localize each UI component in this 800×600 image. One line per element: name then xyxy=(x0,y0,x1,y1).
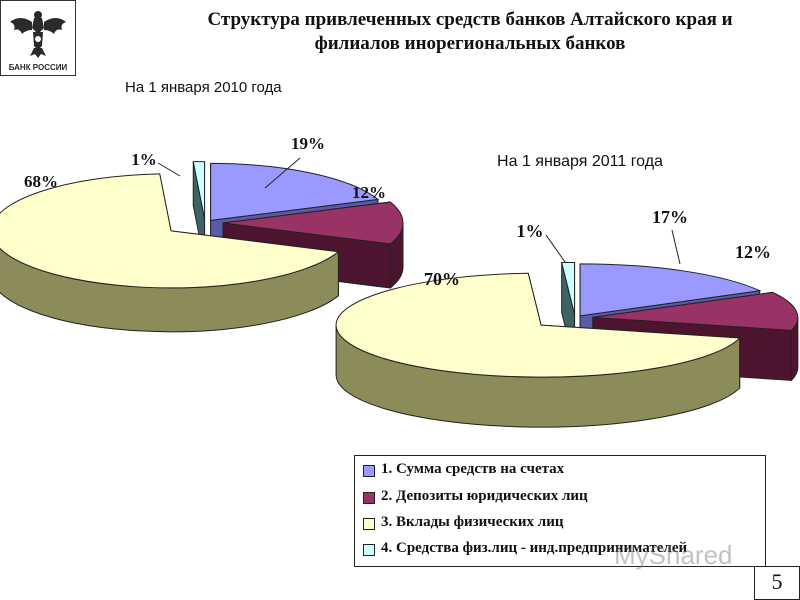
slide-title-line-2: филиалов инорегиональных банков xyxy=(314,33,626,54)
chart-legend: 1. Сумма средств на счетах 2. Депозиты ю… xyxy=(354,455,766,567)
data-label-individual-deposits: 68% xyxy=(24,172,58,191)
pie-chart-2010: На 1 января 2010 года 19% 12% 68% 1% xyxy=(0,79,404,333)
data-label-entrepreneurs: 1% xyxy=(517,221,544,241)
legend-label-entrepreneurs: 4. Средства физ.лиц - инд.предпринимател… xyxy=(381,540,688,556)
data-label-entrepreneurs: 1% xyxy=(131,150,157,169)
legend-swatch-accounts xyxy=(363,465,375,477)
legend-label-legal-deposits: 2. Депозиты юридических лиц xyxy=(381,488,588,504)
legend-swatch-legal-deposits xyxy=(363,492,375,504)
logo-text: БАНК РОССИИ xyxy=(9,63,68,72)
chart-title-2010: На 1 января 2010 года xyxy=(125,79,282,96)
legend-label-accounts: 1. Сумма средств на счетах xyxy=(381,461,565,477)
data-label-legal-deposits: 12% xyxy=(735,242,771,262)
legend-label-individual-deposits: 3. Вклады физических лиц xyxy=(381,514,564,530)
leader-line-entrepreneurs xyxy=(157,162,181,177)
chart-title-2011: На 1 января 2011 года xyxy=(497,153,663,170)
legend-swatch-individual-deposits xyxy=(363,518,375,530)
leader-line-accounts xyxy=(264,157,301,189)
data-label-individual-deposits: 70% xyxy=(424,269,460,289)
page-number: 5 xyxy=(771,569,783,594)
legend-swatch-entrepreneurs xyxy=(363,544,375,556)
pie-slice-individual-deposits xyxy=(0,173,340,333)
bank-of-russia-logo: БАНК РОССИИ xyxy=(0,0,76,76)
data-label-accounts: 17% xyxy=(652,207,688,227)
slide-title-line-1: Структура привлеченных средств банков Ал… xyxy=(207,9,733,30)
leader-line-entrepreneurs xyxy=(545,234,566,263)
leader-line-accounts xyxy=(671,229,681,265)
pie-slice-individual-deposits xyxy=(335,272,741,428)
data-label-legal-deposits: 12% xyxy=(352,183,386,202)
watermark: MyShared xyxy=(614,540,733,570)
pie-chart-2011: На 1 января 2011 года 17% 12% 70% 1% xyxy=(335,153,799,428)
page-number-box: 5 xyxy=(754,566,800,600)
data-label-accounts: 19% xyxy=(291,134,325,153)
